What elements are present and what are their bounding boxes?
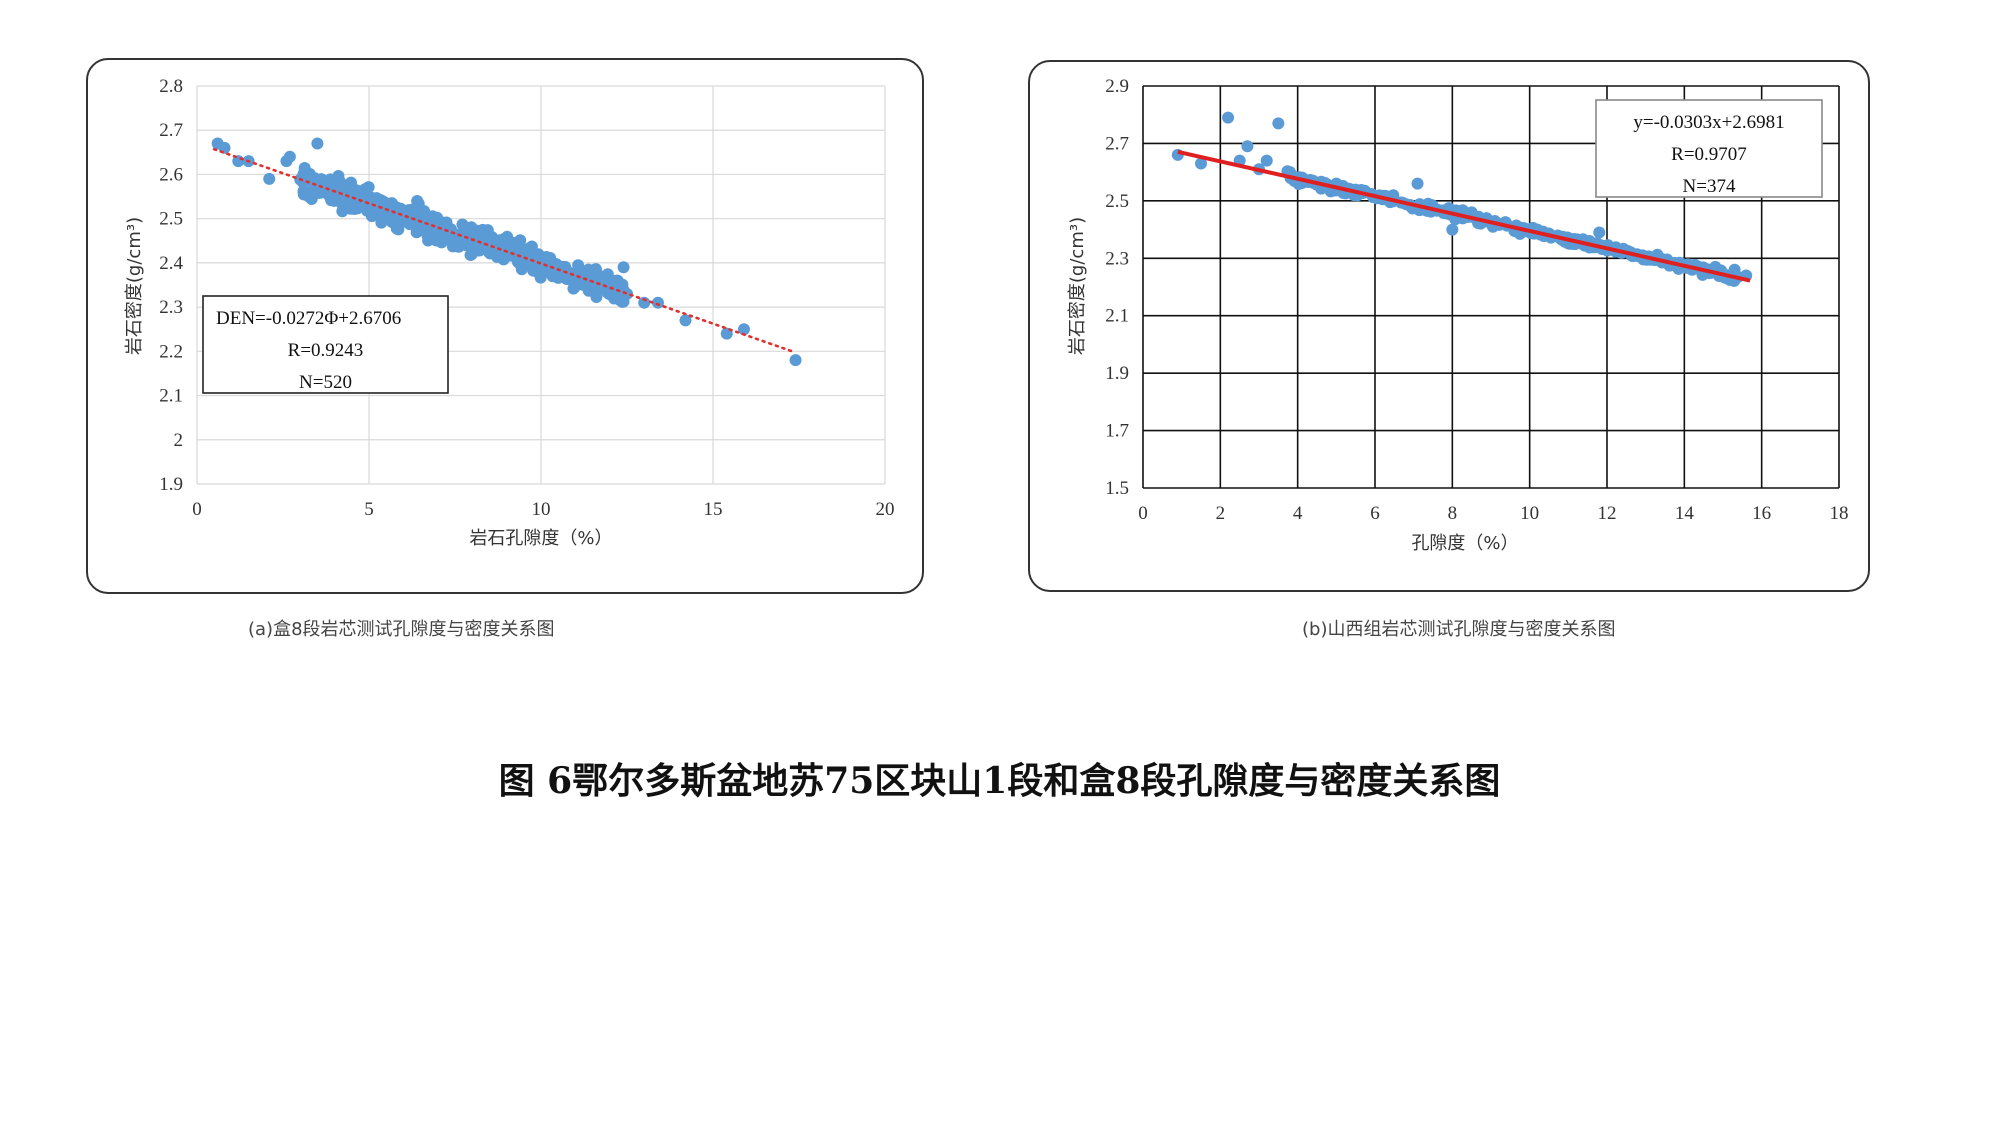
y-tick-label: 2.8	[159, 76, 183, 97]
data-point	[1260, 154, 1273, 167]
data-point	[638, 296, 651, 309]
equation-box-a	[202, 295, 449, 394]
x-axis-title: 岩石孔隙度（%）	[469, 528, 612, 549]
y-tick-label: 2.1	[1105, 306, 1129, 327]
data-point	[1195, 157, 1207, 170]
equation-line: N=520	[299, 372, 352, 393]
y-tick-label: 1.9	[1105, 363, 1129, 384]
data-point	[1241, 140, 1254, 153]
x-tick-label: 6	[1370, 503, 1380, 524]
data-point	[411, 194, 424, 207]
y-tick-label: 2.7	[159, 120, 183, 141]
data-point	[335, 190, 348, 203]
data-point	[789, 354, 802, 367]
equation-box-b	[1595, 99, 1823, 198]
y-tick-label: 2.5	[159, 209, 183, 230]
y-tick-label: 1.9	[159, 474, 183, 495]
data-point	[390, 222, 403, 235]
equation-line: y=-0.0303x+2.6981	[1633, 112, 1784, 133]
data-point	[348, 195, 361, 208]
trendline-a	[212, 147, 797, 354]
x-tick-label: 0	[1138, 503, 1148, 524]
data-point	[457, 230, 470, 243]
data-point	[438, 217, 451, 230]
data-point	[621, 287, 633, 300]
data-point	[679, 314, 692, 327]
x-axis-title: 孔隙度（%）	[1411, 533, 1518, 554]
data-point	[263, 172, 276, 185]
y-tick-label: 2.3	[1105, 248, 1129, 269]
x-tick-label: 16	[1752, 503, 1771, 524]
y-tick-label: 2.9	[1105, 76, 1129, 97]
data-point	[579, 274, 592, 287]
data-point	[314, 186, 327, 199]
y-axis-title: 岩石密度(g/cm³)	[1067, 217, 1088, 355]
equation-line: R=0.9707	[1671, 144, 1747, 165]
data-point	[297, 168, 310, 181]
y-tick-label: 2.6	[159, 164, 183, 185]
y-tick-label: 2.4	[159, 253, 183, 274]
x-tick-label: 20	[876, 499, 895, 520]
x-tick-label: 12	[1598, 503, 1617, 524]
y-tick-label: 1.5	[1105, 478, 1129, 499]
data-point	[1222, 111, 1235, 124]
x-tick-label: 8	[1448, 503, 1458, 524]
data-point	[476, 223, 489, 236]
data-point	[1728, 263, 1741, 276]
x-tick-label: 2	[1216, 503, 1226, 524]
y-tick-label: 2.1	[159, 386, 183, 407]
x-tick-label: 10	[1520, 503, 1539, 524]
x-tick-label: 4	[1293, 503, 1303, 524]
y-tick-label: 2.3	[159, 297, 183, 318]
data-point	[283, 150, 296, 163]
y-tick-label: 1.7	[1105, 421, 1129, 442]
data-point	[651, 296, 664, 309]
data-point	[423, 224, 436, 237]
data-point	[1709, 260, 1722, 273]
grid-b	[1142, 85, 1840, 489]
data-point	[311, 137, 324, 150]
caption-b: (b)山西组岩芯测试孔隙度与密度关系图	[1302, 619, 1616, 640]
data-point	[1446, 223, 1459, 236]
data-point	[1411, 177, 1424, 190]
equation-line: DEN=-0.0272Φ+2.6706	[216, 308, 401, 329]
data-point	[737, 323, 750, 336]
data-point	[297, 186, 310, 199]
data-point	[582, 263, 595, 276]
x-tick-label: 0	[192, 499, 202, 520]
data-point	[469, 243, 482, 256]
x-tick-label: 15	[704, 499, 723, 520]
equation-line: N=374	[1683, 176, 1736, 197]
figure-title: 图 6鄂尔多斯盆地苏75区块山1段和盒8段孔隙度与密度关系图	[498, 760, 1501, 802]
x-tick-label: 5	[364, 499, 374, 520]
data-point	[456, 218, 469, 231]
x-tick-label: 10	[532, 499, 551, 520]
y-tick-label: 2.2	[159, 341, 183, 362]
x-tick-label: 14	[1675, 503, 1695, 524]
trendline-b	[1177, 149, 1751, 283]
data-point	[385, 197, 398, 210]
data-point	[590, 291, 603, 304]
data-point	[603, 287, 616, 300]
y-tick-label: 2.5	[1105, 191, 1129, 212]
y-tick-label: 2	[174, 430, 184, 451]
data-point	[1272, 117, 1285, 130]
data-point	[1593, 226, 1606, 239]
y-tick-label: 2.7	[1105, 133, 1129, 154]
equation-line: R=0.9243	[288, 340, 364, 361]
x-tick-label: 18	[1830, 503, 1849, 524]
data-point	[617, 261, 630, 274]
y-axis-title: 岩石密度(g/cm³)	[124, 217, 145, 355]
data-point	[432, 227, 445, 240]
caption-a: (a)盒8段岩芯测试孔隙度与密度关系图	[248, 619, 555, 640]
data-point	[408, 207, 421, 220]
data-point	[324, 173, 337, 186]
data-point	[305, 193, 318, 206]
